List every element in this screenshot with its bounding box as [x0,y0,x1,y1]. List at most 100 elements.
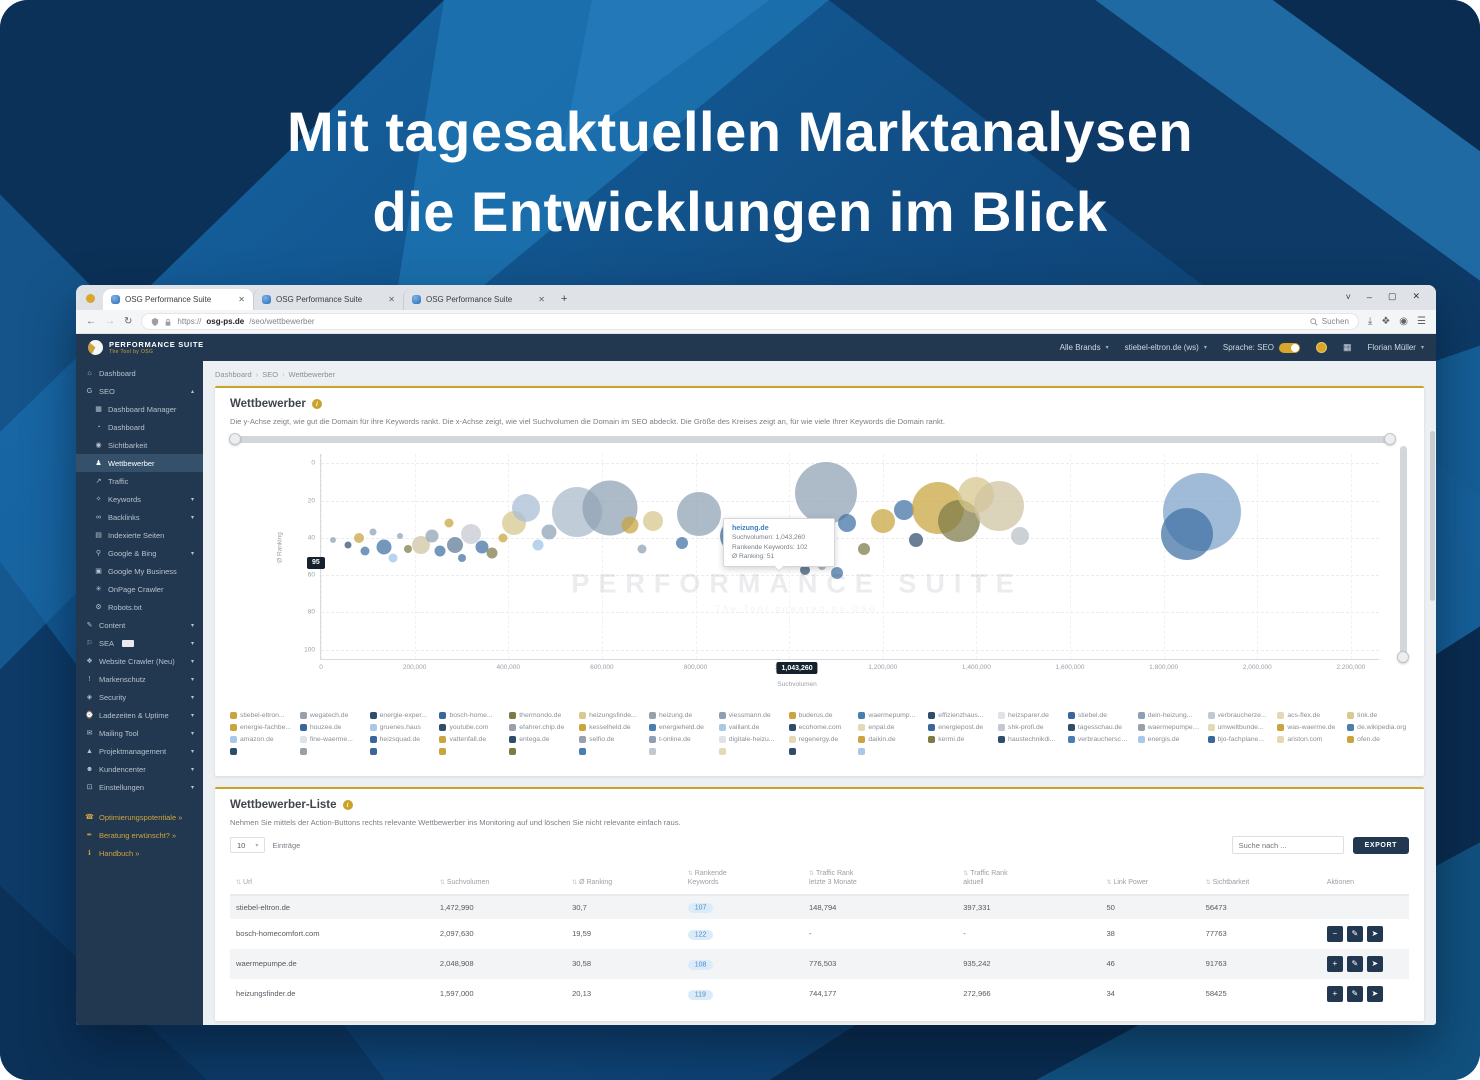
tab-close-icon[interactable]: ✕ [238,295,245,304]
sidebar-item-backlinks[interactable]: ∞ Backlinks ▾ [76,508,203,526]
legend-item[interactable] [439,748,501,755]
sidebar-item-einstellungen[interactable]: ⊡ Einstellungen ▾ [76,778,203,796]
legend-item[interactable]: heizung.de [648,712,711,719]
competitor-bubble[interactable] [498,533,508,543]
user-menu[interactable]: Florian Müller ▾ [1367,343,1424,352]
column-header-traffic-rank-aktuell[interactable]: ⇅ Traffic Rank aktuell [957,865,1101,896]
competitor-bubble[interactable] [908,532,923,547]
column-header-sichtbarkeit[interactable]: ⇅ Sichtbarkeit [1199,865,1321,896]
sidebar-item-handbuch[interactable]: ℹ Handbuch » [76,844,203,862]
competitor-bubble[interactable] [354,532,365,543]
sort-icon[interactable]: ⇅ [1205,880,1211,887]
browser-tab[interactable]: OSG Performance Suite ✕ [403,289,553,310]
sort-icon[interactable]: ⇅ [687,871,693,877]
brand-filter-select[interactable]: Alle Brands ▾ [1059,343,1109,352]
tab-close-icon[interactable]: ✕ [388,295,395,304]
sidebar-item-security[interactable]: ◈ Security ▾ [76,688,203,706]
legend-item[interactable] [648,748,711,755]
competitor-bubble[interactable] [511,494,540,523]
list-tabs-icon[interactable]: ˅ [1345,291,1351,302]
download-icon[interactable]: ⤓ [1367,316,1373,327]
legend-item[interactable]: ariston.com [1277,736,1339,743]
legend-item[interactable] [718,748,781,755]
legend-item[interactable]: ofen.de [1347,736,1409,743]
competitor-bubble[interactable] [621,516,638,534]
keywords-badge[interactable]: 119 [687,989,713,1000]
competitor-bubble[interactable] [837,513,856,532]
legend-item[interactable]: digitale-heizu... [718,736,781,743]
x-range-slider[interactable] [229,433,1396,445]
table-search-input[interactable] [1231,836,1344,854]
sidebar-item-traffic[interactable]: ↗ Traffic [76,472,203,490]
new-tab-button[interactable]: + [561,293,568,305]
legend-item[interactable]: verbraucherschu... [1067,736,1130,743]
account-icon[interactable]: ◉ [1399,316,1409,327]
legend-item[interactable]: vattenfall.de [439,736,501,743]
legend-item[interactable] [788,748,851,755]
competitor-bubble[interactable] [974,481,1025,532]
competitor-bubble[interactable] [475,540,489,554]
legend-item[interactable]: gruenes.haus [369,724,432,731]
legend-item[interactable]: bosch-home... [439,712,501,719]
search-hint[interactable]: Suchen [1310,317,1349,326]
legend-item[interactable]: haustechnikdi... [998,736,1060,743]
legend-item[interactable]: vaillant.de [718,724,781,731]
sidebar-item-wettbewerber[interactable]: ♟ Wettbewerber [76,454,203,472]
legend-item[interactable]: buderus.de [788,712,851,719]
sidebar-item-onpage-crawler[interactable]: ✳ OnPage Crawler [76,580,203,598]
competitor-bubble[interactable] [643,511,664,532]
language-select[interactable]: Sprache: SEO [1223,342,1300,353]
legend-item[interactable]: energiepost.de [928,724,990,731]
legend-item[interactable]: shk-profi.de [998,724,1060,731]
keywords-badge[interactable]: 108 [687,959,714,970]
sidebar-item-projektmanagement[interactable]: ▲ Projektmanagement ▾ [76,742,203,760]
legend-item[interactable]: ecohome.com [788,724,851,731]
breadcrumb-item[interactable]: SEO [262,370,279,379]
competitor-bubble[interactable] [376,539,392,555]
browser-tab[interactable]: OSG Performance Suite ✕ [253,289,403,310]
legend-item[interactable]: entega.de [509,736,571,743]
app-logo[interactable]: Performance Suite The Tool by OSG [88,340,204,355]
competitor-bubble[interactable] [794,462,857,525]
slider-handle-left[interactable] [229,433,241,445]
sidebar-item-seo[interactable]: G SEO ▴ [76,382,203,400]
legend-item[interactable]: fine-waerme... [299,736,362,743]
language-toggle[interactable] [1279,342,1300,353]
sort-icon[interactable]: ⇅ [439,880,445,887]
competitor-bubble[interactable] [360,546,370,556]
sort-icon[interactable]: ⇅ [808,871,814,877]
competitor-bubble[interactable] [830,567,843,580]
breadcrumb-item[interactable]: Dashboard [215,370,252,379]
sidebar-item-ladezeiten-uptime[interactable]: ⌚ Ladezeiten & Uptime ▾ [76,706,203,724]
close-icon[interactable]: ✕ [1412,291,1420,301]
legend-item[interactable] [858,748,920,755]
edit-action-button[interactable]: ✎ [1346,955,1363,972]
legend-item[interactable]: amazon.de [230,736,292,743]
legend-item[interactable]: t-online.de [648,736,711,743]
competitor-bubble[interactable] [446,537,463,554]
competitor-bubble[interactable] [344,541,352,549]
content-scrollbar[interactable] [1430,431,1435,601]
menu-icon[interactable]: ☰ [1417,316,1426,327]
sidebar-item-sea[interactable]: ⚐ SEA ▾ [76,634,203,652]
legend-item[interactable]: umweltbunde... [1207,724,1270,731]
competitor-bubble[interactable] [893,499,914,520]
legend-item[interactable]: daikin.de [858,736,920,743]
minus-action-button[interactable]: − [1326,925,1343,942]
legend-item[interactable]: energie-fachbe... [230,724,292,731]
legend-item[interactable]: stiebel-eltron... [230,712,292,719]
sidebar-item-dashboard-manager[interactable]: ▦ Dashboard Manager [76,400,203,418]
legend-item[interactable]: kermi.de [928,736,990,743]
sidebar-item-kundencenter[interactable]: ☻ Kundencenter ▾ [76,760,203,778]
info-icon[interactable]: i [342,800,353,810]
sidebar-item-dashboard[interactable]: ◔ Dashboard [76,418,203,436]
sort-icon[interactable]: ⇅ [572,880,578,887]
sidebar-item-dashboard[interactable]: ⌂ Dashboard [76,364,203,382]
competitor-bubble[interactable] [857,543,870,556]
competitor-bubble[interactable] [460,524,481,545]
sidebar-item-robots-txt[interactable]: ⚙ Robots.txt [76,598,203,616]
cursor-action-button[interactable]: ➤ [1366,925,1383,942]
column-header-rankende-keywords[interactable]: ⇅ Rankende Keywords [681,865,803,896]
sort-icon[interactable]: ⇅ [1106,880,1112,887]
sidebar-item-google-bing[interactable]: ⚲ Google & Bing ▾ [76,544,203,562]
